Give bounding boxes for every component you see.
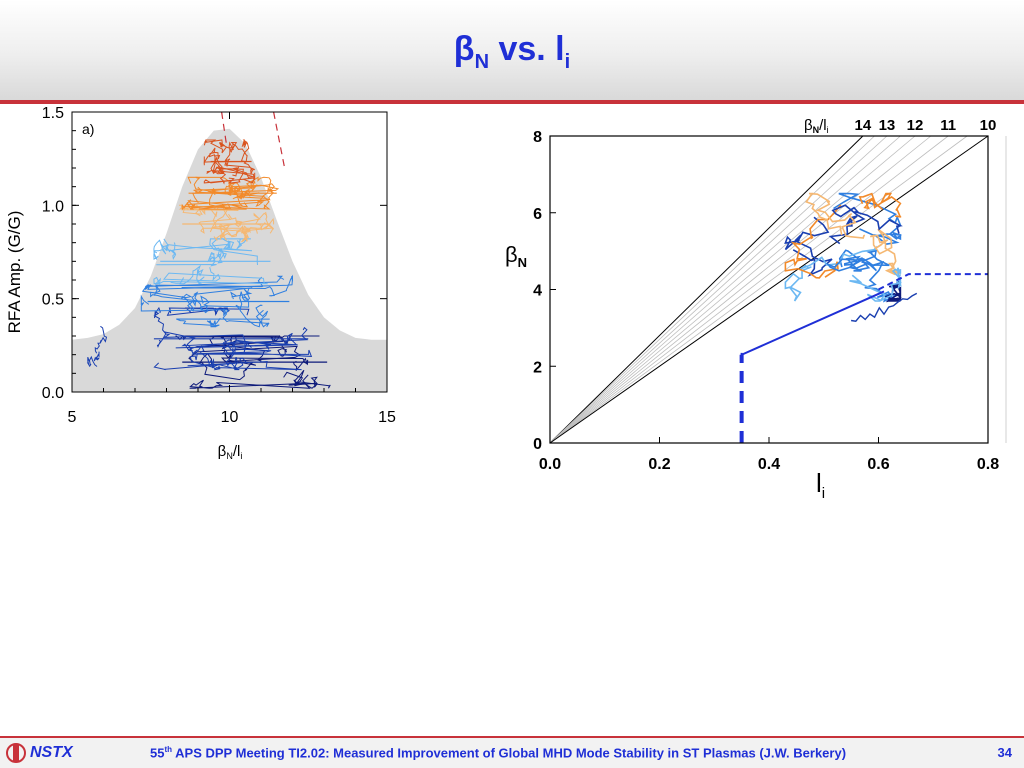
stability-boundary-solid — [740, 290, 885, 357]
stability-envelope — [72, 128, 387, 393]
rfa-trace — [153, 353, 240, 371]
footer-logo-text: NSTX — [30, 744, 73, 761]
rfa-trace — [179, 204, 274, 234]
chart-a-x-tick-label: 15 — [378, 409, 396, 426]
betan-li-trajectory — [825, 250, 890, 272]
trajectory-group — [784, 192, 918, 322]
betan-li-trajectory — [828, 204, 903, 245]
ratio-line-label: 12 — [907, 117, 924, 134]
chart-b-y-tick-label: 6 — [533, 206, 542, 223]
chart-a-x-tick-label: 10 — [221, 409, 239, 426]
header-rule — [0, 100, 1024, 104]
betan-li-trajectory — [805, 192, 866, 239]
rfa-trace — [175, 326, 309, 352]
chart-b-y-tick-label: 4 — [533, 283, 542, 300]
rfa-trace — [213, 151, 254, 180]
rfa-trace — [170, 264, 205, 285]
betan-li-trajectory-tail — [850, 292, 918, 322]
rfa-trace — [203, 169, 256, 184]
rfa-trace — [189, 379, 331, 389]
rfa-trace — [209, 238, 258, 266]
chart-rfa-vs-betan-li: RFA Amp. (G/G) a) βN/li 5 10 15 0.0 0.5 1.0 1.… — [5, 105, 396, 461]
rfa-trace — [203, 141, 255, 175]
betan-li-trajectory — [784, 216, 833, 277]
betan-li-trajectory — [869, 228, 901, 276]
ratio-line — [549, 135, 916, 444]
chart-b-x-tick-label: 0.6 — [867, 456, 889, 473]
chart-b-y-tick-label: 0 — [533, 436, 542, 453]
rfa-trace — [187, 176, 238, 195]
rfa-trace-outlier — [86, 355, 98, 368]
rfa-trace — [193, 287, 253, 308]
chart-b-y-tick-label: 8 — [533, 129, 542, 146]
chart-b-ylabel: βN — [505, 242, 527, 270]
betan-li-trajectory — [849, 267, 902, 302]
rfa-trace — [153, 239, 170, 260]
chart-b-xlabel: li — [816, 468, 825, 502]
rfa-trace — [210, 207, 251, 243]
stability-boundary-dashed — [878, 273, 988, 291]
ratio-line — [549, 135, 932, 444]
betan-li-trajectory — [833, 192, 902, 245]
chart-a-ylabel: RFA Amp. (G/G) — [5, 211, 24, 334]
ratio-line — [549, 135, 968, 444]
ratio-line-label: 11 — [940, 117, 956, 134]
slide-footer — [0, 738, 1024, 768]
rfa-trace — [203, 139, 234, 154]
slide-header — [0, 0, 1024, 100]
nstx-logo-icon — [6, 743, 26, 763]
ratio-line — [549, 135, 989, 444]
stability-limit-dashed-line — [273, 111, 286, 169]
rfa-trace — [210, 160, 227, 185]
rfa-trace — [150, 276, 264, 314]
chart-betan-vs-li: βN li βN/li 14 13 12 11 10 0.0 0.2 0.4 0.6 0.8 0 2 4… — [505, 117, 1007, 502]
stability-limit-dashed-line — [221, 111, 227, 144]
rfa-trace — [140, 294, 270, 328]
rfa-trace — [230, 139, 250, 163]
rfa-trace-outlier — [94, 325, 108, 354]
chart-a-x-tick-label: 5 — [68, 409, 77, 426]
rfa-trace — [181, 195, 271, 211]
chart-b-x-tick-label: 0.0 — [539, 456, 561, 473]
rfa-trace — [225, 339, 272, 369]
rfa-trace — [219, 211, 274, 241]
rfa-trace — [211, 238, 235, 264]
rfa-trace — [176, 317, 270, 328]
chart-a-xlabel: βN/li — [218, 443, 243, 461]
rfa-trace — [153, 267, 268, 286]
chart-a-panel-label: a) — [82, 121, 94, 137]
chart-b-ratio-label: βN/li — [804, 117, 829, 135]
trace-group — [86, 139, 331, 389]
slide-title: βN vs. li — [453, 30, 571, 73]
chart-b-x-tick-label: 0.8 — [977, 456, 999, 473]
footer-citation: 55th APS DPP Meeting TI2.02: Measured Im… — [150, 745, 847, 761]
rfa-trace — [235, 291, 269, 328]
ratio-line-label: 13 — [879, 117, 896, 134]
rfa-trace — [207, 183, 275, 201]
betan-li-trajectory — [838, 249, 898, 303]
betan-li-trajectory — [858, 192, 902, 218]
ratio-line-label: 10 — [980, 117, 997, 134]
page-number: 34 — [997, 745, 1012, 760]
betan-li-trajectory — [784, 245, 878, 302]
chart-a-y-tick-label: 1.5 — [42, 105, 64, 122]
chart-b-x-tick-label: 0.2 — [648, 456, 670, 473]
chart-b-y-tick-label: 2 — [533, 359, 542, 376]
chart-a-y-tick-label: 0.5 — [42, 292, 64, 309]
ratio-line-label: 14 — [855, 117, 872, 134]
chart-a-y-tick-label: 0.0 — [42, 385, 64, 402]
chart-b-x-tick-label: 0.4 — [758, 456, 780, 473]
footer-rule — [0, 736, 1024, 738]
ratio-line — [549, 135, 888, 444]
rfa-trace — [193, 176, 273, 197]
chart-a-y-tick-label: 1.0 — [42, 198, 64, 215]
rfa-trace-outlier — [93, 351, 100, 362]
ratio-line — [549, 135, 949, 444]
ratio-line — [549, 135, 864, 444]
ratio-line — [549, 135, 901, 444]
rfa-trace — [203, 147, 244, 184]
ratio-line — [549, 135, 875, 444]
betan-li-trajectory — [784, 204, 842, 279]
rfa-trace — [166, 307, 250, 316]
